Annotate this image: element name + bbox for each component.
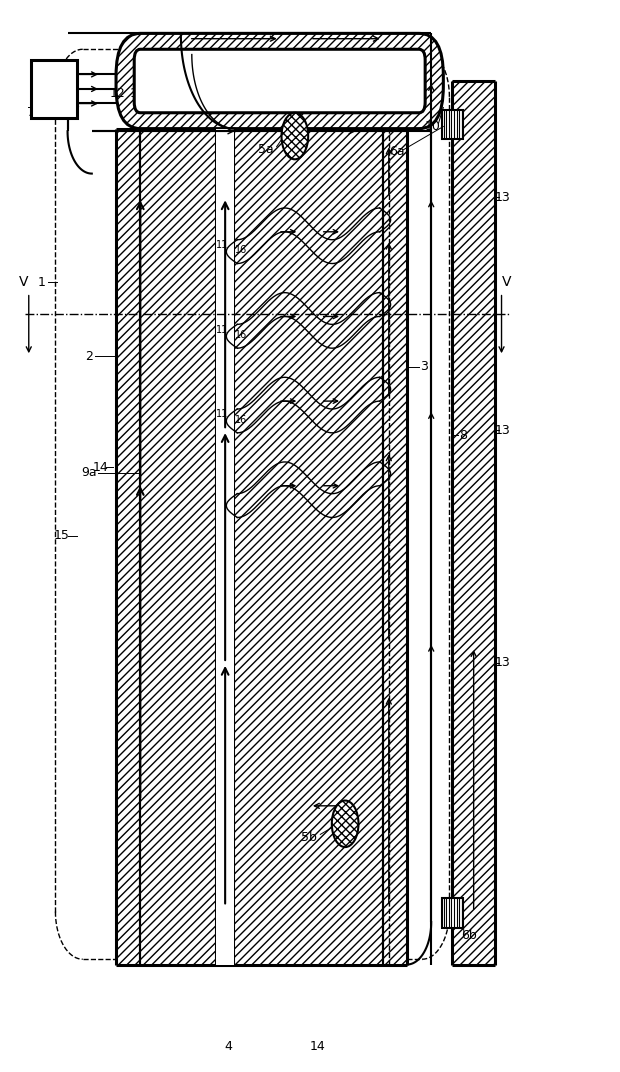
Text: 6a: 6a	[389, 146, 405, 159]
Bar	[116, 129, 407, 965]
Text: 12: 12	[110, 87, 126, 100]
Text: 14: 14	[93, 461, 108, 474]
Text: 15: 15	[53, 530, 69, 542]
Text: 16: 16	[236, 245, 247, 255]
Text: 10: 10	[425, 120, 440, 133]
Text: 11: 11	[216, 240, 228, 250]
Text: 16: 16	[236, 415, 247, 425]
Bar	[116, 129, 140, 965]
Text: 14: 14	[64, 99, 80, 111]
Text: 11: 11	[216, 410, 228, 419]
Bar	[31, 60, 77, 118]
Circle shape	[332, 801, 358, 847]
Bar	[234, 129, 383, 965]
Bar	[442, 109, 463, 139]
Circle shape	[281, 113, 308, 160]
Bar	[234, 129, 383, 965]
Text: 13: 13	[130, 87, 146, 100]
Bar	[216, 129, 234, 965]
Text: 7: 7	[27, 106, 35, 119]
Text: 3: 3	[420, 360, 428, 373]
Text: 14: 14	[309, 1040, 325, 1053]
Text: 5a: 5a	[258, 144, 273, 157]
Bar	[116, 129, 140, 965]
Bar	[453, 81, 495, 965]
Text: 2: 2	[85, 349, 93, 362]
Text: 1: 1	[38, 276, 46, 288]
Bar	[140, 129, 216, 965]
Text: 9a: 9a	[82, 466, 97, 479]
Bar	[383, 129, 407, 965]
Text: 13: 13	[495, 191, 511, 204]
Text: 6b: 6b	[461, 929, 477, 942]
Text: 4: 4	[224, 1040, 232, 1053]
Text: V: V	[502, 276, 512, 289]
Text: 8: 8	[459, 429, 467, 442]
Text: 13: 13	[495, 423, 511, 436]
Bar	[442, 898, 463, 927]
Text: 13: 13	[495, 656, 511, 670]
Text: 5b: 5b	[301, 831, 317, 844]
Text: 16: 16	[236, 330, 247, 340]
FancyBboxPatch shape	[116, 33, 443, 129]
Bar	[140, 129, 216, 965]
Bar	[453, 81, 495, 965]
FancyBboxPatch shape	[134, 49, 425, 113]
Text: 11: 11	[216, 325, 228, 334]
Bar	[383, 129, 407, 965]
Text: V: V	[19, 276, 29, 289]
